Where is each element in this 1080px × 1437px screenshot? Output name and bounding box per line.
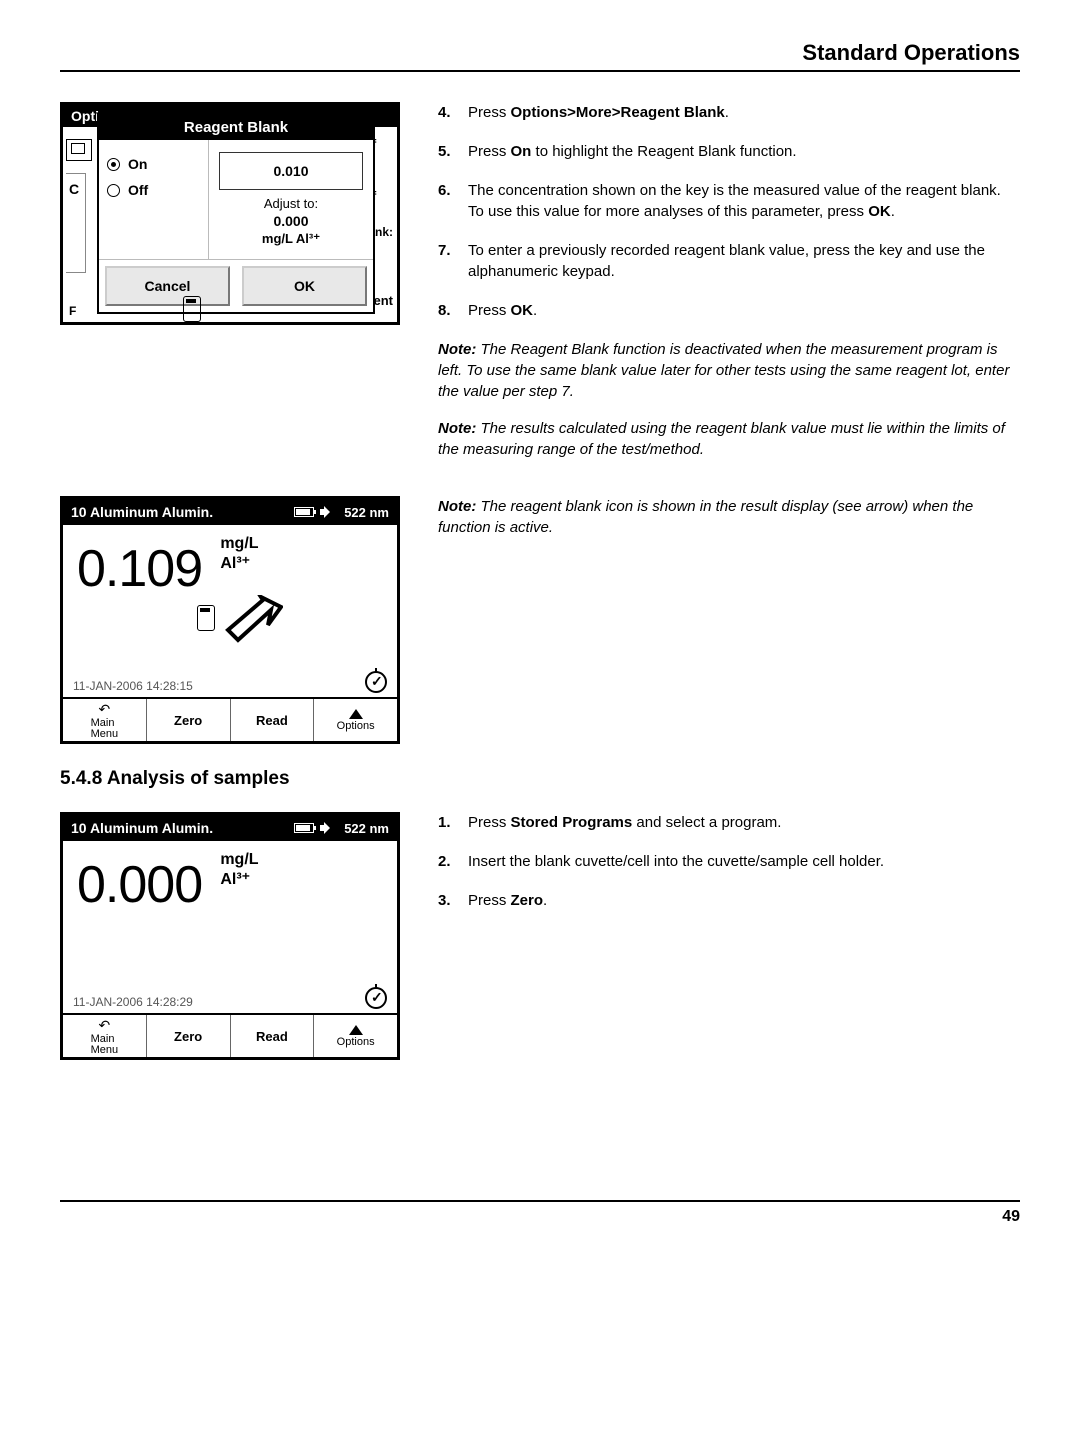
zero-button[interactable]: Zero [147, 699, 231, 741]
cuvette-icon [183, 296, 201, 322]
header-title: Standard Operations [802, 40, 1020, 65]
timer-icon[interactable] [365, 987, 387, 1009]
step-item: 4.Press Options>More>Reagent Blank. [438, 102, 1020, 123]
note: Note: The results calculated using the r… [438, 418, 1020, 460]
unit-block: mg/L Al³⁺ [220, 535, 258, 573]
step-item: 3.Press Zero. [438, 890, 1020, 911]
shot3-wrap: 10 Aluminum Alumin. 522 nm 0.000 mg/L Al… [60, 812, 410, 1060]
rs1-title: 10 Aluminum Alumin. 522 nm [63, 499, 397, 525]
timer-icon[interactable] [365, 671, 387, 693]
reagent-blank-popup: Reagent Blank On Off [97, 113, 375, 314]
steps-b-col: 1.Press Stored Programs and select a pro… [438, 812, 1020, 929]
unit-label: mg/L Al³⁺ [219, 231, 363, 247]
result-display-2: 10 Aluminum Alumin. 522 nm 0.000 mg/L Al… [60, 812, 400, 1060]
step-item: 2.Insert the blank cuvette/cell into the… [438, 851, 1020, 872]
note: Note: The Reagent Blank function is deac… [438, 339, 1020, 402]
radio-on-icon [107, 158, 120, 171]
adjust-value: 0.000 [219, 213, 363, 229]
note-b: Note: The reagent blank icon is shown in… [438, 496, 1020, 538]
rs1-footer: ↶ MainMenu Zero Read Options [63, 697, 397, 741]
cancel-button[interactable]: Cancel [105, 266, 230, 306]
result-display-1: 10 Aluminum Alumin. 522 nm 0.109 mg/L Al… [60, 496, 400, 744]
steps-a-list: 4.Press Options>More>Reagent Blank. 5.Pre… [438, 102, 1020, 321]
section-548: 5.4.8 Analysis of samples [60, 768, 1020, 790]
step-item: 7.To enter a previously recorded reagent… [438, 240, 1020, 282]
radio-off[interactable]: Off [107, 182, 200, 198]
bg-c: C [69, 181, 79, 197]
page-footer: 49 [60, 1200, 1020, 1226]
bg-ent: ent [374, 293, 394, 308]
ok-button[interactable]: OK [242, 266, 367, 306]
rs2-datetime: 11-JAN-2006 14:28:29 [73, 995, 193, 1009]
step-item: 1.Press Stored Programs and select a pro… [438, 812, 1020, 833]
row-2: 10 Aluminum Alumin. 522 nm 0.109 mg/L Al… [60, 496, 1020, 744]
radio-off-icon [107, 184, 120, 197]
steps-b-list: 1.Press Stored Programs and select a pro… [438, 812, 1020, 911]
radio-column: On Off [99, 140, 209, 259]
popup-buttons: Cancel OK [99, 259, 373, 312]
row-1: Optic C F ff d ff ank: ent Reagent Blank [60, 102, 1020, 476]
read-button[interactable]: Read [231, 699, 315, 741]
triangle-icon [349, 709, 363, 719]
step-item: 8.Press OK. [438, 300, 1020, 321]
steps-a-col: 4.Press Options>More>Reagent Blank. 5.Pre… [438, 102, 1020, 476]
bg-f: F [69, 304, 76, 318]
speaker-icon [320, 506, 334, 518]
result-value: 0.000 [77, 856, 202, 914]
shot2-wrap: 10 Aluminum Alumin. 522 nm 0.109 mg/L Al… [60, 496, 410, 744]
popup-title: Reagent Blank [99, 115, 373, 140]
rs1-datetime: 11-JAN-2006 14:28:15 [73, 679, 193, 693]
note-b-col: Note: The reagent blank icon is shown in… [438, 496, 1020, 554]
value-column: 0.010 Adjust to: 0.000 mg/L Al³⁺ [209, 140, 373, 259]
options-button[interactable]: Options [314, 1015, 397, 1057]
options-button[interactable]: Options [314, 699, 397, 741]
printer-icon [66, 139, 92, 161]
value-box[interactable]: 0.010 [219, 152, 363, 190]
zero-button[interactable]: Zero [147, 1015, 231, 1057]
step-item: 6.The concentration shown on the key is … [438, 180, 1020, 222]
result-value: 0.109 [77, 540, 202, 598]
unit-block: mg/L Al³⁺ [220, 851, 258, 889]
reagent-blank-screenshot: Optic C F ff d ff ank: ent Reagent Blank [60, 102, 400, 325]
arrow-icon [213, 595, 283, 655]
triangle-icon [349, 1025, 363, 1035]
main-menu-button[interactable]: ↶ MainMenu [63, 699, 147, 741]
title-icons [294, 506, 334, 518]
battery-icon [294, 823, 314, 833]
adjust-label: Adjust to: [219, 196, 363, 211]
rs2-title: 10 Aluminum Alumin. 522 nm [63, 815, 397, 841]
back-icon: ↶ [99, 701, 111, 718]
main-menu-button[interactable]: ↶ MainMenu [63, 1015, 147, 1057]
battery-icon [294, 507, 314, 517]
back-icon: ↶ [99, 1017, 111, 1034]
title-icons [294, 822, 334, 834]
page-header: Standard Operations [60, 40, 1020, 72]
rs2-footer: ↶ MainMenu Zero Read Options [63, 1013, 397, 1057]
speaker-icon [320, 822, 334, 834]
radio-on[interactable]: On [107, 156, 200, 172]
page-number: 49 [1002, 1208, 1020, 1225]
shot1-wrap: Optic C F ff d ff ank: ent Reagent Blank [60, 102, 410, 325]
read-button[interactable]: Read [231, 1015, 315, 1057]
step-item: 5.Press On to highlight the Reagent Blan… [438, 141, 1020, 162]
row-3: 10 Aluminum Alumin. 522 nm 0.000 mg/L Al… [60, 812, 1020, 1060]
